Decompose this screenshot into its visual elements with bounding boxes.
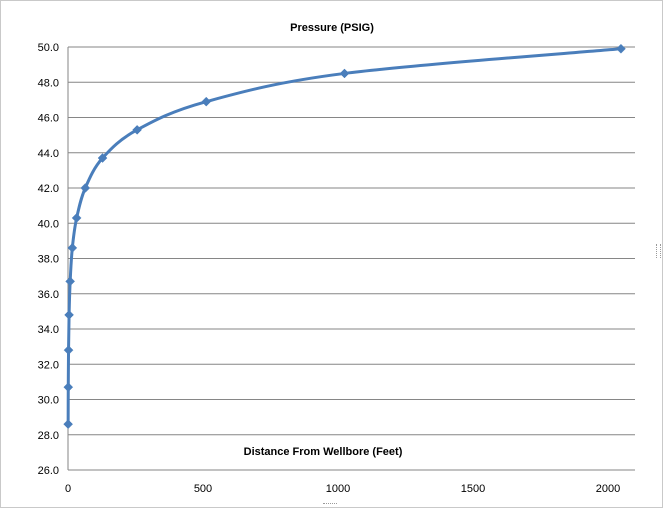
data-point-marker[interactable] [65, 276, 76, 287]
y-tick-label: 38.0 [38, 254, 59, 266]
y-axis-tick-labels: 26.0 28.0 30.0 32.0 34.0 36.0 38.0 40.0 42.0 44.0… [38, 42, 59, 477]
chart-title: Pressure (PSIG) [290, 22, 374, 34]
y-tick-label: 40.0 [38, 218, 59, 230]
data-point-marker[interactable] [71, 213, 82, 223]
y-tick-label: 46.0 [38, 113, 59, 125]
y-tick-label: 28.0 [38, 430, 59, 442]
data-point-marker[interactable] [339, 68, 350, 79]
x-axis-tick-labels: 0 500 1000 1500 2000 [65, 483, 620, 495]
data-point-marker[interactable] [201, 96, 212, 107]
data-point-marker[interactable] [63, 419, 73, 430]
series-line[interactable] [66, 47, 622, 425]
data-point-marker[interactable] [63, 345, 74, 356]
x-tick-label: 2000 [596, 483, 620, 495]
y-tick-label: 34.0 [38, 324, 59, 336]
data-point-marker[interactable] [64, 310, 74, 320]
x-tick-label: 0 [65, 483, 71, 495]
y-tick-label: 26.0 [38, 465, 59, 477]
y-tick-label: 50.0 [38, 42, 59, 54]
y-tick-label: 30.0 [38, 395, 59, 407]
x-tick-label: 1500 [461, 483, 485, 495]
x-axis-label: Distance From Wellbore (Feet) [244, 446, 403, 458]
x-tick-label: 500 [194, 483, 212, 495]
y-tick-label: 42.0 [38, 183, 59, 195]
resize-handle-bottom[interactable] [323, 503, 337, 507]
data-point-marker[interactable] [616, 43, 626, 54]
resize-handle-right[interactable] [656, 244, 661, 258]
y-tick-label: 44.0 [38, 148, 59, 160]
x-tick-label: 1000 [326, 483, 350, 495]
data-point-marker[interactable] [132, 124, 142, 135]
data-point-marker[interactable] [63, 382, 74, 393]
y-tick-label: 48.0 [38, 77, 59, 89]
gridlines [68, 46, 635, 471]
y-tick-label: 32.0 [38, 359, 59, 371]
data-point-marker[interactable] [67, 243, 78, 253]
data-point-marker[interactable] [97, 153, 108, 163]
plot-series[interactable] [63, 43, 626, 430]
data-point-marker[interactable] [80, 183, 91, 193]
y-tick-label: 36.0 [38, 289, 59, 301]
